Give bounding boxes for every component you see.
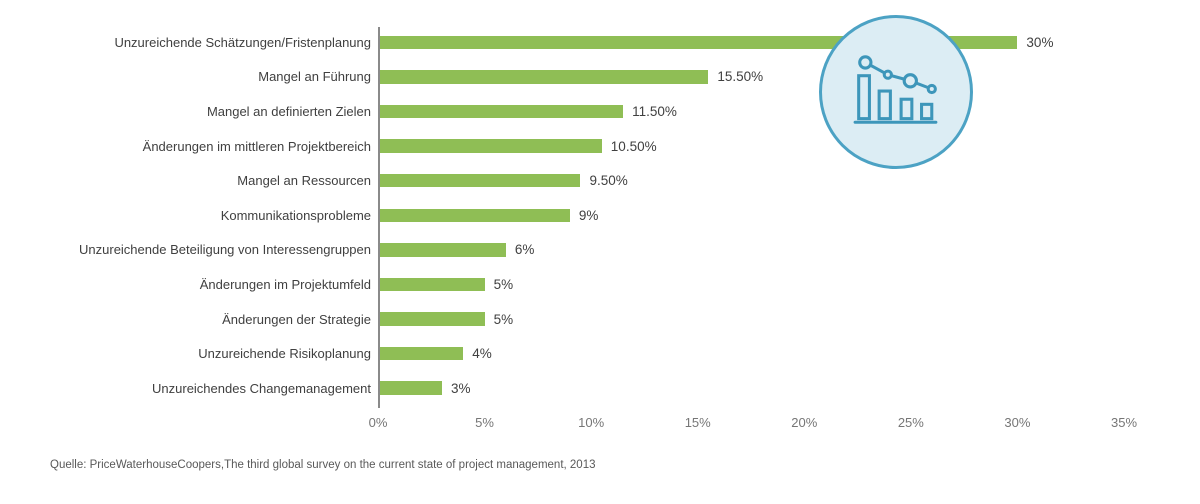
category-label: Änderungen der Strategie xyxy=(222,311,371,327)
bar xyxy=(378,381,442,395)
bar-track: 5% xyxy=(378,276,1200,292)
category-label: Unzureichendes Changemanagement xyxy=(152,380,371,396)
bar-track: 6% xyxy=(378,242,1200,258)
bar-rows-container: Unzureichende Schätzungen/Fristenplanung… xyxy=(0,25,1200,406)
x-tick-label: 10% xyxy=(578,415,605,430)
source-note: Quelle: PriceWaterhouseCoopers,The third… xyxy=(50,459,596,471)
bar-track: 15.50% xyxy=(378,69,1200,85)
x-tick-label: 0% xyxy=(368,415,388,430)
bar xyxy=(378,208,570,223)
x-tick-label: 30% xyxy=(1004,415,1031,430)
x-tick-label: 5% xyxy=(475,415,494,430)
value-label: 3% xyxy=(450,380,471,396)
category-label: Mangel an Ressourcen xyxy=(237,173,371,189)
value-label: 5% xyxy=(493,311,514,327)
bar xyxy=(378,139,602,153)
bar-row: Unzureichende Schätzungen/Fristenplanung… xyxy=(0,25,1200,60)
category-label: Kommunikationsprobleme xyxy=(220,207,371,223)
bar xyxy=(378,312,485,326)
x-axis-tick-labels: 0% 5% 10% 15% 20% 25% 30% 35% xyxy=(0,415,1200,435)
category-label: Unzureichende Risikoplanung xyxy=(198,346,371,362)
bar-track: 30% xyxy=(378,34,1200,50)
bar-row: Änderungen der Strategie 5% xyxy=(0,302,1200,337)
value-label: 9% xyxy=(578,207,599,223)
bar-row: Mangel an definierten Zielen 11.50% xyxy=(0,94,1200,129)
category-label: Änderungen im mittleren Projektbereich xyxy=(142,138,371,154)
bar-track: 3% xyxy=(378,380,1200,396)
bar-track: 4% xyxy=(378,346,1200,362)
category-label: Unzureichende Beteiligung von Interessen… xyxy=(79,242,371,258)
bar xyxy=(378,243,506,257)
value-label: 9.50% xyxy=(589,173,628,189)
bar-row: Änderungen im mittleren Projektbereich 10… xyxy=(0,129,1200,164)
bar xyxy=(378,173,581,188)
y-axis-line xyxy=(378,27,380,408)
bar xyxy=(378,277,485,292)
bar-row: Unzureichende Beteiligung von Interessen… xyxy=(0,233,1200,268)
x-tick-label: 15% xyxy=(684,415,711,430)
bar xyxy=(378,104,624,119)
bar-track: 5% xyxy=(378,311,1200,327)
bar-track: 9.50% xyxy=(378,173,1200,189)
category-label: Änderungen im Projektumfeld xyxy=(199,276,371,292)
bar-track: 10.50% xyxy=(378,138,1200,154)
value-label: 5% xyxy=(493,276,514,292)
category-label: Mangel an Führung xyxy=(258,69,371,85)
bar xyxy=(378,346,464,361)
value-label: 4% xyxy=(472,346,492,362)
bar-track: 9% xyxy=(378,207,1200,223)
x-tick-label: 25% xyxy=(897,415,924,430)
category-label: Unzureichende Schätzungen/Fristenplanung xyxy=(114,34,371,50)
bar-row: Änderungen im Projektumfeld 5% xyxy=(0,267,1200,302)
value-label: 11.50% xyxy=(632,103,677,119)
bar-row: Mangel an Führung 15.50% xyxy=(0,60,1200,95)
x-tick-label: 20% xyxy=(791,415,818,430)
x-tick-label: 35% xyxy=(1110,415,1138,430)
chart-badge-circle xyxy=(819,15,973,169)
bar-row: Unzureichende Risikoplanung 4% xyxy=(0,336,1200,371)
value-label: 10.50% xyxy=(610,138,657,154)
bar-row: Mangel an Ressourcen 9.50% xyxy=(0,163,1200,198)
bar xyxy=(378,70,709,84)
value-label: 6% xyxy=(514,242,535,258)
value-label: 15.50% xyxy=(717,69,764,85)
category-label: Mangel an definierten Zielen xyxy=(206,103,371,119)
bar-track: 11.50% xyxy=(378,103,1200,119)
declining-bar-line-chart-icon xyxy=(853,55,938,124)
bar-row: Kommunikationsprobleme 9% xyxy=(0,198,1200,233)
value-label: 30% xyxy=(1026,34,1054,50)
bar-row: Unzureichendes Changemanagement 3% xyxy=(0,371,1200,406)
